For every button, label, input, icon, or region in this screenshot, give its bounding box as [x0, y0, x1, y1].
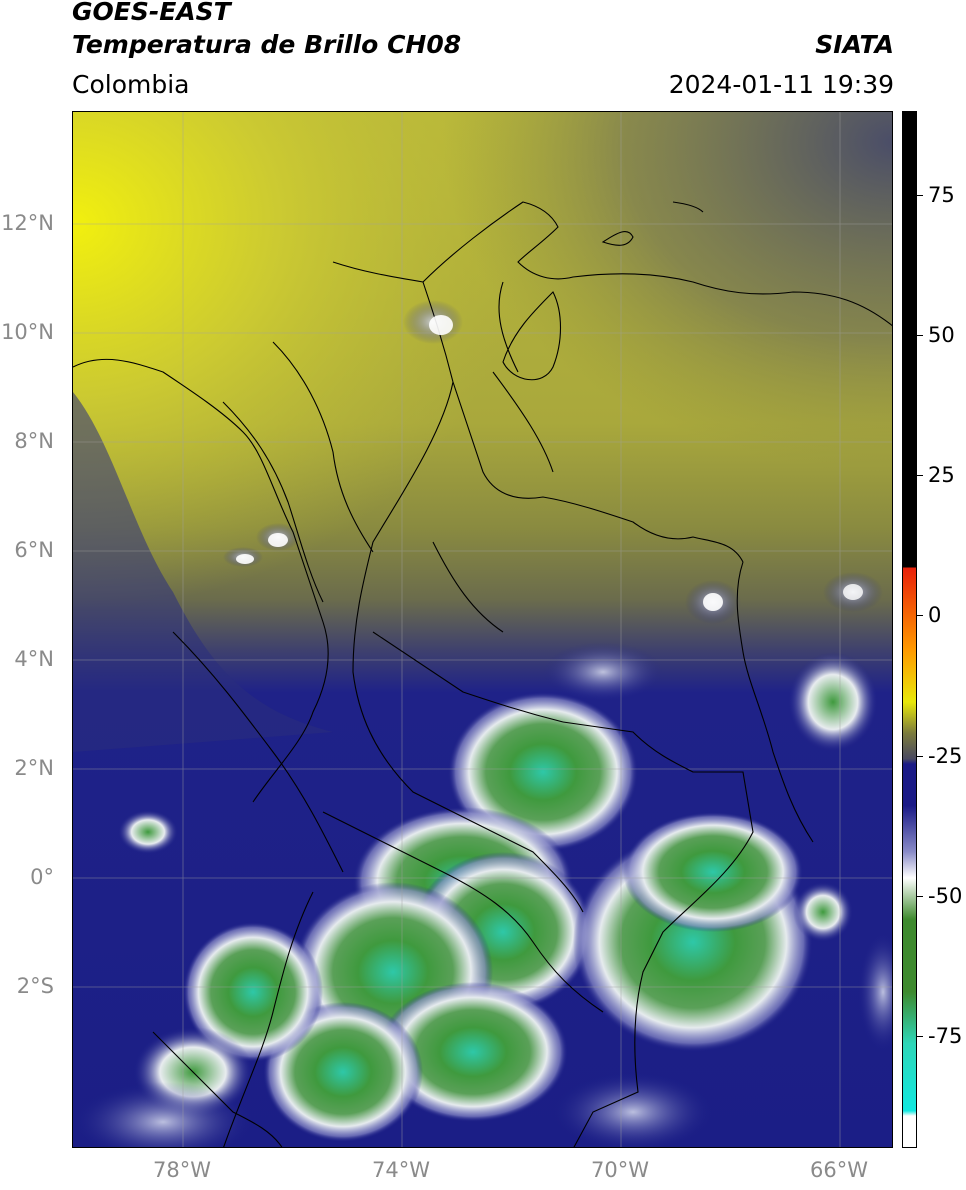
map-panel[interactable] [72, 111, 893, 1148]
lat-label-2n: 2°N [14, 756, 54, 780]
political-borders [73, 201, 892, 1147]
cloud-clusters [73, 300, 892, 1147]
lon-label-66w: 66°W [810, 1158, 868, 1182]
lat-label-12n: 12°N [1, 211, 54, 235]
colorbar-tick-label: 50 [928, 323, 955, 347]
lon-label-74w: 74°W [372, 1158, 430, 1182]
lat-label-2s: 2°S [16, 974, 54, 998]
colorbar-tick [917, 615, 923, 616]
colorbar-tick-label: -75 [928, 1024, 963, 1048]
gray-region [73, 112, 892, 712]
lon-label-70w: 70°W [591, 1158, 649, 1182]
brand-label: SIATA [815, 30, 894, 59]
lat-label-4n: 4°N [14, 647, 54, 671]
colorbar-tick-label: 25 [928, 463, 955, 487]
brightness-temperature-map[interactable] [73, 112, 893, 1148]
colorbar-tick [917, 475, 923, 476]
lat-label-6n: 6°N [14, 538, 54, 562]
colorbar-tick [917, 896, 923, 897]
convective-cores [236, 315, 863, 611]
colorbar-tick [917, 195, 923, 196]
colorbar-tick-label: 0 [928, 603, 942, 627]
region-label: Colombia [72, 70, 190, 99]
colorbar [902, 111, 917, 1148]
title-line-2: Temperatura de Brillo CH08 [72, 30, 462, 59]
colorbar-tick [917, 756, 923, 757]
colorbar-tick [917, 335, 923, 336]
datetime-label: 2024-01-11 19:39 [668, 70, 894, 99]
colorbar-tick-label: 75 [928, 183, 955, 207]
lat-label-10n: 10°N [1, 320, 54, 344]
lat-label-0: 0° [30, 865, 54, 889]
graticule [73, 112, 892, 1147]
colorbar-tick-label: -50 [928, 884, 963, 908]
colorbar-tick-label: -25 [928, 744, 963, 768]
pacific-cold-band [73, 392, 333, 752]
colorbar-tick [917, 1036, 923, 1037]
lon-label-78w: 78°W [153, 1158, 211, 1182]
title-line-1: GOES-EAST [72, 0, 231, 26]
lat-label-8n: 8°N [14, 429, 54, 453]
